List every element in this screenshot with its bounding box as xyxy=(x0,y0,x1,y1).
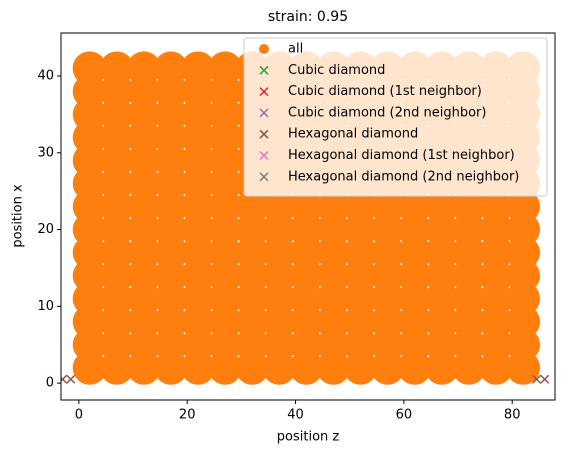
y-tick-label: 20 xyxy=(37,222,54,237)
x-axis-label: position z xyxy=(277,430,340,445)
scatter-point xyxy=(72,51,107,86)
y-tick-label: 10 xyxy=(37,299,54,314)
legend-label: all xyxy=(288,42,303,57)
scatter-point xyxy=(208,51,243,86)
chart-title: strain: 0.95 xyxy=(268,9,348,25)
x-tick-label: 0 xyxy=(75,408,83,423)
legend-label: Cubic diamond xyxy=(288,63,385,78)
legend-marker xyxy=(259,150,269,161)
y-tick-label: 40 xyxy=(37,68,54,83)
scatter-point xyxy=(61,374,68,384)
x-tick-label: 60 xyxy=(396,408,413,423)
legend-label: Hexagonal diamond (2nd neighbor) xyxy=(288,169,519,184)
legend-marker xyxy=(259,172,269,182)
legend-marker xyxy=(259,108,269,118)
legend-marker xyxy=(259,44,269,54)
legend-label: Cubic diamond (1st neighbor) xyxy=(288,84,482,99)
legend-label: Hexagonal diamond xyxy=(288,127,418,142)
y-tick-label: 30 xyxy=(37,145,54,160)
scatter-point xyxy=(126,51,161,86)
scatter-point xyxy=(99,51,134,86)
scatter-point xyxy=(540,374,550,384)
scatter-point xyxy=(181,51,216,86)
y-tick-label: 0 xyxy=(46,376,54,391)
legend-marker xyxy=(259,87,269,97)
x-tick-label: 40 xyxy=(287,408,304,423)
scatter-point xyxy=(66,374,76,384)
legend-marker xyxy=(259,129,269,139)
legend-marker xyxy=(259,65,269,75)
x-tick-label: 80 xyxy=(504,408,521,423)
axes-frame xyxy=(60,32,556,401)
y-axis-label: position x xyxy=(11,184,26,248)
legend-box xyxy=(243,37,548,197)
scatter-point xyxy=(532,374,542,384)
scatter-point xyxy=(153,51,188,86)
legend-label: Cubic diamond (2nd neighbor) xyxy=(288,105,486,120)
legend-label: Hexagonal diamond (1st neighbor) xyxy=(288,148,515,163)
x-tick-label: 20 xyxy=(179,408,196,423)
